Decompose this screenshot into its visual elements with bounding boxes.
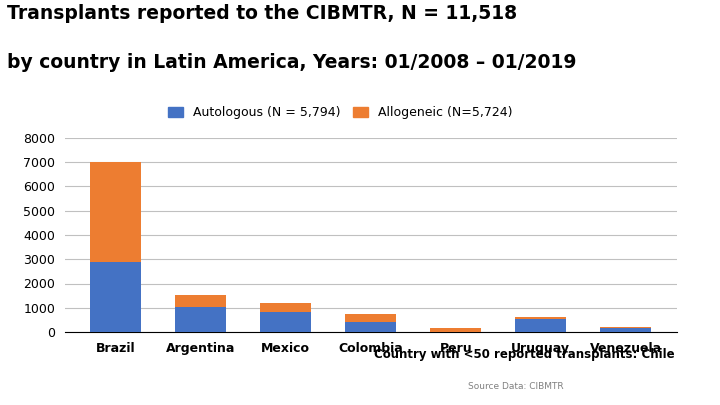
Bar xyxy=(261,303,311,312)
Text: Transplants reported to the CIBMTR, N = 11,518: Transplants reported to the CIBMTR, N = … xyxy=(7,4,518,23)
Text: by country in Latin America, Years: 01/2008 – 01/2019: by country in Latin America, Years: 01/2… xyxy=(7,53,577,72)
Text: Source Data: CIBMTR: Source Data: CIBMTR xyxy=(468,382,564,391)
Bar xyxy=(600,327,652,328)
Bar xyxy=(516,317,567,319)
Bar xyxy=(516,319,567,332)
Bar xyxy=(346,322,396,332)
Bar xyxy=(90,262,141,332)
Bar xyxy=(175,307,226,332)
Bar xyxy=(90,162,141,262)
Bar xyxy=(600,328,652,332)
Legend: Autologous (N = 5,794), Allogeneic (N=5,724): Autologous (N = 5,794), Allogeneic (N=5,… xyxy=(163,101,518,124)
Bar xyxy=(261,312,311,332)
Text: Country with <50 reported transplants: Chile: Country with <50 reported transplants: C… xyxy=(374,348,675,361)
Bar xyxy=(175,295,226,307)
Bar xyxy=(431,328,481,332)
Bar xyxy=(346,313,396,322)
